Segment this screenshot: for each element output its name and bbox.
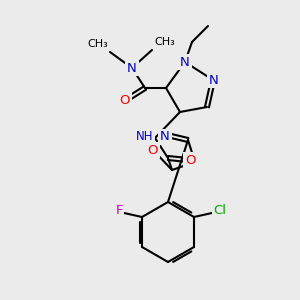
Text: CH₃: CH₃ — [87, 39, 108, 49]
Text: N: N — [180, 56, 190, 68]
Text: F: F — [115, 205, 123, 218]
Text: O: O — [148, 143, 158, 157]
Text: N: N — [209, 74, 219, 86]
Text: O: O — [120, 94, 130, 106]
Text: N: N — [160, 130, 170, 143]
Text: CH₃: CH₃ — [154, 37, 175, 47]
Text: NH: NH — [136, 130, 153, 143]
Text: N: N — [127, 61, 137, 74]
Text: Cl: Cl — [214, 205, 226, 218]
Text: O: O — [185, 154, 195, 166]
